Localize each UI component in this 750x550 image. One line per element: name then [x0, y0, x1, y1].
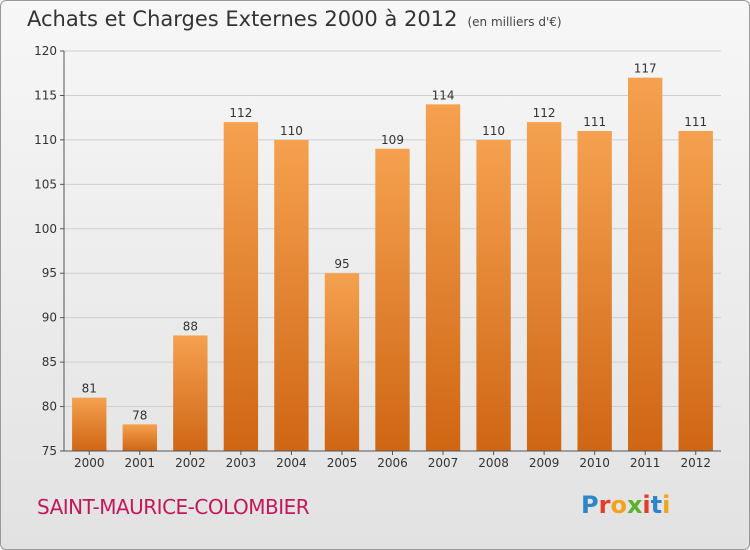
- bar-value-label: 112: [229, 106, 252, 120]
- bar: [375, 148, 410, 451]
- y-tick-label: 120: [34, 44, 57, 58]
- bar: [476, 139, 511, 451]
- logo-letter: x: [626, 491, 643, 519]
- bar: [425, 104, 461, 451]
- x-tick-label: 2011: [630, 456, 661, 470]
- bar-value-label: 111: [684, 115, 707, 129]
- y-tick-label: 95: [42, 266, 57, 280]
- y-tick-label: 110: [34, 133, 57, 147]
- x-tick-label: 2000: [74, 456, 105, 470]
- x-tick-label: 2008: [478, 456, 509, 470]
- logo-letter: o: [610, 491, 627, 519]
- commune-name: SAINT-MAURICE-COLOMBIER: [37, 495, 310, 519]
- bar: [577, 131, 612, 451]
- x-tick-label: 2005: [327, 456, 358, 470]
- x-tick-label: 2006: [377, 456, 408, 470]
- x-tick-label: 2004: [276, 456, 307, 470]
- chart-title-text: Achats et Charges Externes 2000 à 2012: [27, 7, 458, 31]
- logo-letter: r: [598, 491, 611, 519]
- bar: [324, 273, 360, 451]
- bar: [122, 424, 157, 451]
- bar-value-label: 88: [183, 319, 198, 333]
- bar-value-label: 81: [82, 382, 97, 396]
- bar: [678, 131, 713, 451]
- x-tick-label: 2002: [175, 456, 206, 470]
- bar: [223, 122, 259, 451]
- bar-value-label: 117: [634, 62, 657, 76]
- bar-value-label: 111: [583, 115, 606, 129]
- x-tick-label: 2007: [428, 456, 459, 470]
- chart-subtitle: (en milliers d'€): [467, 15, 562, 29]
- bar-value-label: 109: [381, 133, 404, 147]
- bar-value-label: 112: [533, 106, 556, 120]
- y-tick-label: 115: [34, 88, 57, 102]
- x-tick-label: 2010: [579, 456, 610, 470]
- bar-value-label: 78: [132, 408, 147, 422]
- y-tick-label: 90: [42, 311, 57, 325]
- chart-title: Achats et Charges Externes 2000 à 2012 (e…: [27, 7, 562, 31]
- bar: [173, 335, 208, 451]
- y-tick-label: 75: [42, 444, 57, 458]
- logo-letter: P: [581, 491, 599, 519]
- bar-value-label: 110: [280, 124, 303, 138]
- y-tick-label: 85: [42, 355, 57, 369]
- bar-value-label: 110: [482, 124, 505, 138]
- logo-letter: t: [650, 491, 663, 519]
- y-tick-label: 100: [34, 222, 57, 236]
- x-tick-label: 2001: [125, 456, 156, 470]
- logo-letter: i: [642, 491, 651, 519]
- bar: [628, 77, 663, 452]
- bar-value-label: 95: [334, 257, 349, 271]
- x-tick-label: 2003: [226, 456, 257, 470]
- x-tick-label: 2012: [680, 456, 711, 470]
- bar: [72, 397, 107, 451]
- bar: [274, 139, 309, 451]
- logo-letter: i: [662, 491, 671, 519]
- bar-value-label: 114: [432, 88, 455, 102]
- proxiti-logo: Proxiti: [581, 491, 670, 519]
- bar: [526, 122, 562, 451]
- y-tick-label: 80: [42, 400, 57, 414]
- y-tick-label: 105: [34, 177, 57, 191]
- x-tick-label: 2009: [529, 456, 560, 470]
